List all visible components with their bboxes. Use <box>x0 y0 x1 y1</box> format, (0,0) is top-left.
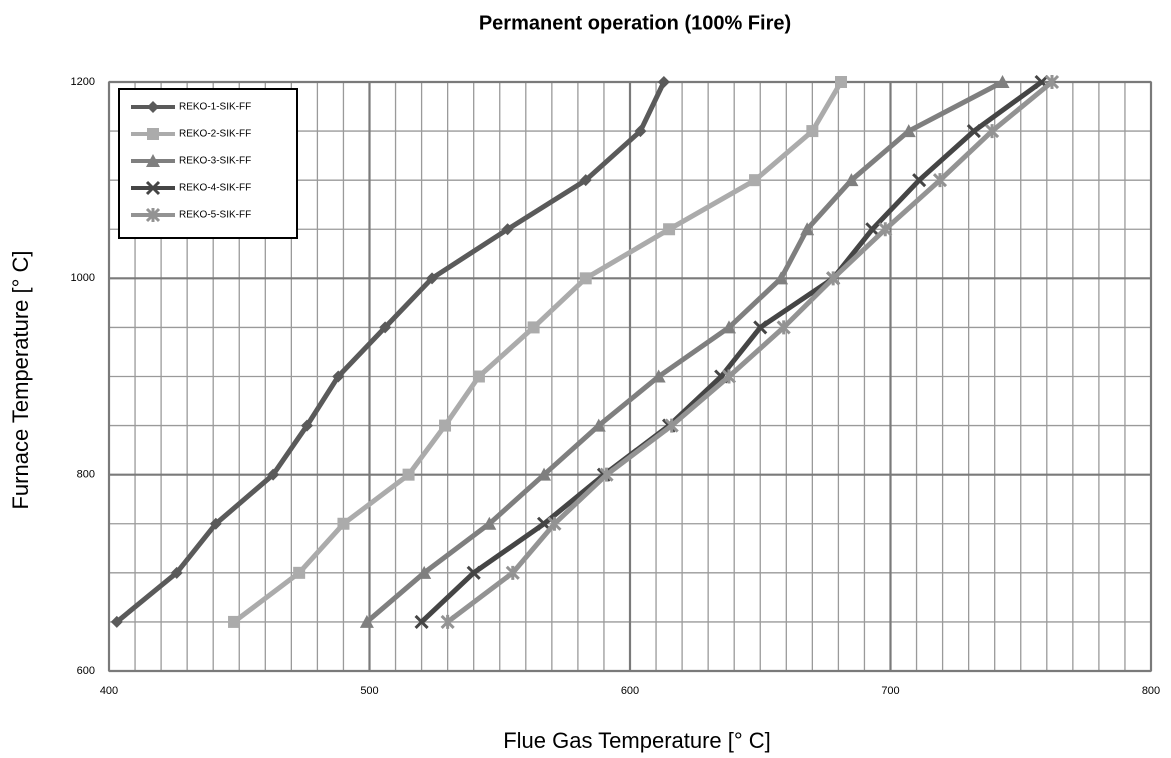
series-line <box>365 79 1004 624</box>
marker <box>466 565 481 580</box>
marker <box>826 271 841 286</box>
x-tick-label: 400 <box>100 685 118 697</box>
marker <box>440 614 455 629</box>
marker <box>145 207 161 223</box>
legend-label: REKO-4-SIK-FF <box>179 183 251 194</box>
marker <box>721 369 737 384</box>
marker <box>110 615 123 628</box>
marker <box>501 223 514 236</box>
marker <box>547 516 562 531</box>
marker <box>749 174 762 187</box>
marker <box>379 321 392 334</box>
y-tick-label: 1000 <box>71 272 95 284</box>
marker <box>835 76 848 88</box>
marker <box>995 75 1010 88</box>
marker <box>337 517 350 530</box>
x-axis-title: Flue Gas Temperature [° C] <box>503 728 771 753</box>
marker <box>146 154 160 167</box>
marker <box>657 76 670 88</box>
marker <box>293 566 306 579</box>
marker <box>901 124 916 138</box>
marker <box>1044 74 1060 90</box>
marker <box>932 173 948 188</box>
marker <box>426 272 439 285</box>
marker <box>753 320 768 335</box>
marker <box>634 125 647 138</box>
x-tick-label: 700 <box>881 685 899 697</box>
marker <box>651 369 666 383</box>
x-tick-label: 600 <box>621 685 639 697</box>
marker <box>579 272 592 285</box>
marker <box>878 222 893 237</box>
marker <box>145 180 161 196</box>
marker <box>147 128 159 140</box>
marker <box>417 565 432 579</box>
marker <box>267 468 280 481</box>
legend: REKO-1-SIK-FF REKO-2-SIK-FF REKO-3-SIK-FF R… <box>118 88 298 239</box>
y-axis-title: Furnace Temperature [° C] <box>8 250 33 509</box>
marker <box>663 223 676 236</box>
marker <box>800 222 815 236</box>
legend-label: REKO-1-SIK-FF <box>179 102 251 113</box>
y-tick-label: 1200 <box>71 76 95 88</box>
x-tick-label: 800 <box>1142 685 1160 697</box>
marker <box>170 566 183 579</box>
marker <box>332 370 345 383</box>
series-line <box>446 80 1054 624</box>
marker <box>537 467 552 481</box>
marker <box>472 370 485 383</box>
marker <box>579 174 592 187</box>
y-tick-label: 800 <box>77 469 95 481</box>
marker <box>776 320 791 335</box>
legend-label: REKO-3-SIK-FF <box>179 156 251 167</box>
marker <box>985 124 1000 139</box>
y-tick-label: 600 <box>77 665 95 677</box>
series-line <box>419 79 1044 624</box>
marker <box>300 419 313 432</box>
marker <box>439 419 452 432</box>
plot-border <box>108 81 1152 672</box>
marker <box>806 125 819 138</box>
marker <box>505 565 520 580</box>
marker <box>147 101 159 113</box>
marker <box>664 418 679 433</box>
marker <box>359 614 374 628</box>
marker <box>912 173 927 188</box>
series-line <box>115 80 667 624</box>
series-line <box>232 80 844 624</box>
chart-title: Permanent operation (100% Fire) <box>479 12 791 34</box>
marker <box>402 468 415 481</box>
marker <box>527 321 540 334</box>
marker <box>591 418 606 432</box>
marker <box>482 516 497 530</box>
legend-label: REKO-2-SIK-FF <box>179 129 251 140</box>
marker <box>599 467 614 482</box>
legend-label: REKO-5-SIK-FF <box>179 210 251 221</box>
marker <box>774 271 789 285</box>
marker <box>865 222 880 237</box>
marker <box>228 615 241 628</box>
marker <box>721 320 736 334</box>
x-tick-label: 500 <box>360 685 378 697</box>
marker <box>966 124 981 139</box>
marker <box>209 517 222 530</box>
marker <box>414 614 429 629</box>
marker <box>844 173 859 187</box>
